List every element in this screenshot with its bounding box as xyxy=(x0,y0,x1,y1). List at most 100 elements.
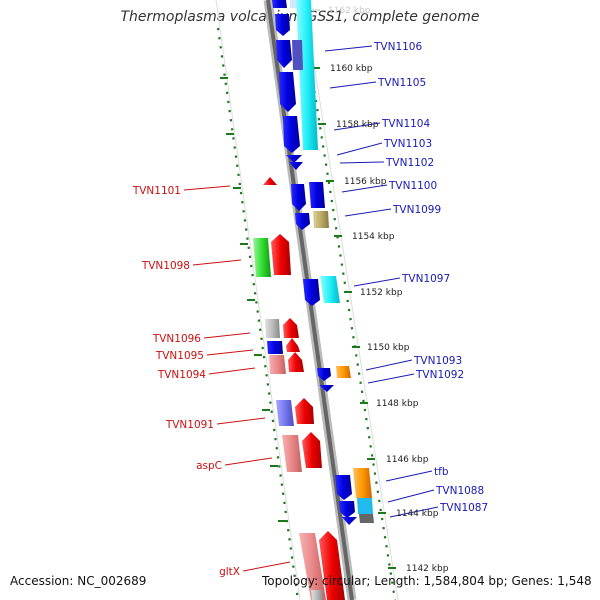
leader-gltx xyxy=(242,561,291,572)
gene-blue-4[interactable] xyxy=(279,72,296,112)
scale-tick-marks xyxy=(220,9,396,569)
gene-blue-13[interactable] xyxy=(319,385,334,392)
gene-tvn1094-red[interactable] xyxy=(288,352,304,372)
scale-tick-label-7: 1148 kbp xyxy=(376,399,419,409)
gene-label-aspc[interactable]: aspC xyxy=(196,460,222,472)
gene-blue-10[interactable] xyxy=(295,213,310,230)
scale-tick-label-1: 1160 kbp xyxy=(330,64,373,74)
gene-blue-14[interactable] xyxy=(335,475,352,500)
leader-aspc xyxy=(224,457,273,466)
gene-label-tvn1093[interactable]: TVN1093 xyxy=(413,355,462,367)
gene-label-tvn1102[interactable]: TVN1102 xyxy=(385,157,434,169)
leader-tvn1106 xyxy=(324,45,373,52)
gene-label-tfb[interactable]: tfb xyxy=(434,466,449,478)
gene-tvn1095-blue[interactable] xyxy=(267,341,283,354)
gene-cyan-1[interactable] xyxy=(296,0,318,150)
leader-tvn1104 xyxy=(333,122,381,131)
scale-tick-label-5: 1152 kbp xyxy=(360,288,403,298)
gene-label-tvn1098[interactable]: TVN1098 xyxy=(141,260,190,272)
gene-cyan-2[interactable] xyxy=(320,276,340,303)
leader-tvn1102 xyxy=(339,161,385,164)
gene-blue-1[interactable] xyxy=(272,0,287,8)
gene-label-tvn1103[interactable]: TVN1103 xyxy=(383,138,432,150)
leader-tfb xyxy=(385,470,433,482)
gene-label-gltx[interactable]: gltX xyxy=(219,566,240,578)
scale-tick-label-9: 1144 kbp xyxy=(396,509,439,519)
gene-olive[interactable] xyxy=(313,211,329,228)
gene-orange-tfb[interactable] xyxy=(353,468,372,498)
gene-gltx-red[interactable] xyxy=(319,531,345,600)
leader-tvn1101 xyxy=(183,185,231,191)
gene-tvn1091-lavender[interactable] xyxy=(276,400,294,426)
gene-tvn1096-gray[interactable] xyxy=(265,319,280,338)
gene-label-tvn1088[interactable]: TVN1088 xyxy=(435,485,484,497)
gene-blue-11[interactable] xyxy=(303,279,320,306)
gene-label-tvn1106[interactable]: TVN1106 xyxy=(373,41,422,53)
gene-tvn1095-red[interactable] xyxy=(286,338,300,352)
gene-blue-6[interactable] xyxy=(286,155,302,163)
leader-tvn1087 xyxy=(389,506,439,518)
gene-aspc-red[interactable] xyxy=(302,432,322,468)
gene-tvn1098-green[interactable] xyxy=(253,238,271,277)
gene-tvn1096-red[interactable] xyxy=(283,318,299,338)
gene-tvn1101[interactable] xyxy=(263,177,277,185)
gene-blue-3[interactable] xyxy=(276,40,292,68)
gene-blue-9[interactable] xyxy=(309,182,325,208)
track-guides xyxy=(215,0,399,600)
leader-tvn1100 xyxy=(341,184,388,193)
left-gene-labels: TVN1101 TVN1098 TVN1096 TVN1095 TVN1094 TVN10… xyxy=(132,185,240,578)
scale-tick-label-0: 1162 kbp xyxy=(328,6,371,16)
gene-blue-8[interactable] xyxy=(291,184,306,211)
right-gene-labels: TVN1106 TVN1105 TVN1104 TVN1103 TVN1102 TVN11… xyxy=(373,41,488,514)
gene-tvn1094-pink[interactable] xyxy=(269,355,286,374)
gene-purple-1[interactable] xyxy=(292,40,303,70)
leader-tvn1088 xyxy=(387,489,435,503)
scale-tick-label-4: 1154 kbp xyxy=(352,232,395,242)
gene-label-tvn1094[interactable]: TVN1094 xyxy=(157,369,206,381)
gene-label-tvn1096[interactable]: TVN1096 xyxy=(152,333,201,345)
left-leader-lines xyxy=(183,185,291,572)
gene-blue-7[interactable] xyxy=(289,162,303,170)
gene-darkgray[interactable] xyxy=(359,514,374,523)
gene-label-tvn1104[interactable]: TVN1104 xyxy=(381,118,430,130)
gene-orange-1[interactable] xyxy=(336,366,351,378)
right-leader-lines xyxy=(324,45,439,518)
gene-gltx-pink[interactable] xyxy=(299,533,326,600)
gene-blue-16[interactable] xyxy=(342,517,357,525)
gene-label-tvn1099[interactable]: TVN1099 xyxy=(392,204,441,216)
leader-tvn1098 xyxy=(192,259,242,266)
leader-tvn1091 xyxy=(216,417,266,425)
leader-tvn1105 xyxy=(329,81,377,89)
gene-blue-12[interactable] xyxy=(317,368,331,381)
gene-blue-5[interactable] xyxy=(283,116,300,153)
gene-label-tvn1087[interactable]: TVN1087 xyxy=(439,502,488,514)
scale-tick-label-8: 1146 kbp xyxy=(386,455,429,465)
gene-label-tvn1091[interactable]: TVN1091 xyxy=(165,419,214,431)
leader-tvn1103 xyxy=(336,142,383,156)
gene-gltx-gray[interactable] xyxy=(311,590,323,600)
scale-tick-label-10: 1142 kbp xyxy=(406,564,449,574)
gene-blue-15[interactable] xyxy=(339,501,355,518)
gene-label-tvn1105[interactable]: TVN1105 xyxy=(377,77,426,89)
gene-tvn1098-red[interactable] xyxy=(271,234,291,275)
gene-label-tvn1092[interactable]: TVN1092 xyxy=(415,369,464,381)
accession-text: Accession: NC_002689 xyxy=(10,574,147,588)
gene-label-tvn1100[interactable]: TVN1100 xyxy=(388,180,437,192)
gene-aspc-pink[interactable] xyxy=(282,435,302,472)
leader-tvn1097 xyxy=(353,277,401,287)
gene-label-tvn1097[interactable]: TVN1097 xyxy=(401,273,450,285)
gene-cyan-3[interactable] xyxy=(357,498,373,514)
leader-tvn1096 xyxy=(203,332,251,339)
gene-blue-2[interactable] xyxy=(275,14,290,36)
leader-tvn1094 xyxy=(208,367,256,375)
gene-label-tvn1101[interactable]: TVN1101 xyxy=(132,185,181,197)
leader-tvn1095 xyxy=(206,349,254,356)
gene-features xyxy=(253,0,374,600)
scale-tick-label-2: 1158 kbp xyxy=(336,120,379,130)
scale-tick-label-6: 1150 kbp xyxy=(367,343,410,353)
scale-tick-labels: 1162 kbp 1160 kbp 1158 kbp 1156 kbp 1154 kbp… xyxy=(328,6,449,574)
gene-label-tvn1095[interactable]: TVN1095 xyxy=(155,350,204,362)
leader-tvn1092 xyxy=(367,373,415,384)
gene-tvn1091-red[interactable] xyxy=(295,398,314,424)
